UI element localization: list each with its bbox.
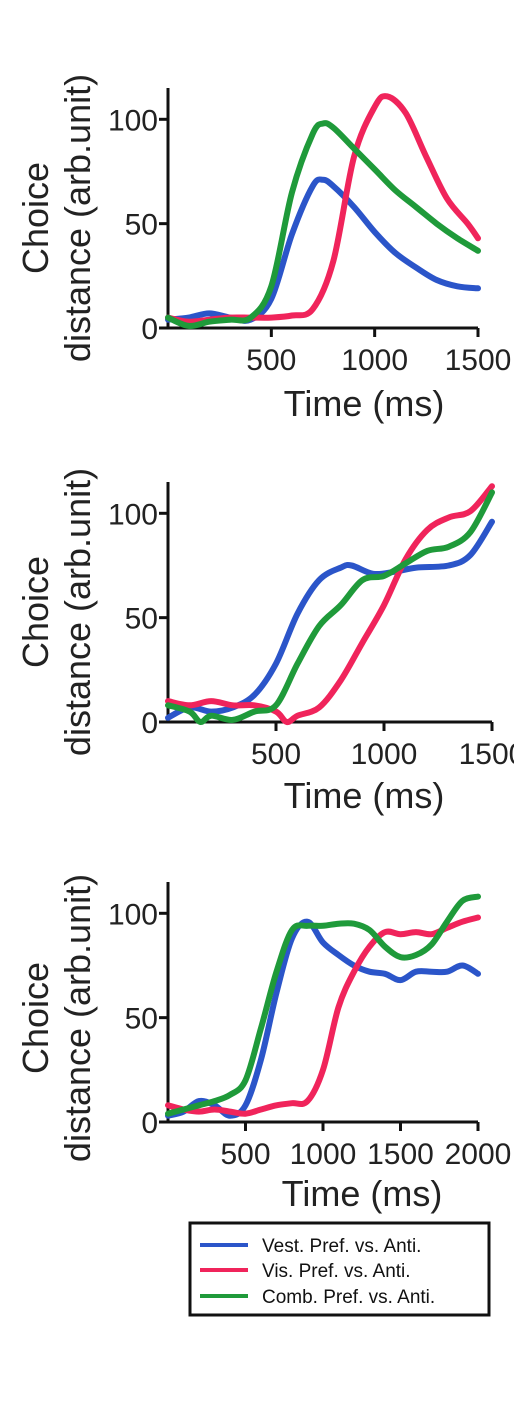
- plot-lines: [165, 93, 481, 329]
- y-axis-title-line-1: Choice: [15, 962, 56, 1074]
- y-axis-title-line-2: distance (arb.unit): [57, 74, 98, 362]
- y-tick-label: 100: [108, 104, 158, 137]
- plot-lines: [165, 483, 495, 726]
- x-tick-label: 1000: [341, 344, 408, 377]
- y-axis-title-line-1: Choice: [15, 162, 56, 274]
- legend: Vest. Pref. vs. Anti. Vis. Pref. vs. Ant…: [188, 1221, 491, 1317]
- chart-panel-1: Choice distance (arb.unit) 0 50 100 500 1000…: [15, 74, 511, 424]
- x-axis-title: Time (ms): [284, 383, 445, 424]
- x-axis-title: Time (ms): [284, 775, 445, 816]
- axes: [166, 88, 478, 330]
- x-tick-label: 500: [251, 738, 301, 771]
- y-axis-title-line-1: Choice: [15, 556, 56, 668]
- legend-box: [188, 1221, 491, 1317]
- ticks: 0 50 100 500 1000 1500: [108, 104, 511, 377]
- y-tick-label: 50: [125, 209, 158, 242]
- series-line-vis: [165, 93, 481, 325]
- x-axis-title: Time (ms): [282, 1173, 443, 1214]
- plot-lines: [165, 893, 481, 1119]
- y-tick-label: 100: [108, 898, 158, 931]
- ticks: 0 50 100 500 1000 1500 2000: [108, 898, 511, 1171]
- x-tick-label: 1000: [351, 738, 418, 771]
- y-tick-label: 0: [141, 313, 158, 346]
- x-tick-label: 1500: [367, 1138, 434, 1171]
- series-line-vest: [165, 918, 481, 1119]
- legend-entry-comb: Comb. Pref. vs. Anti.: [200, 1287, 435, 1308]
- axes: [166, 482, 492, 724]
- series-line-vis: [165, 483, 495, 726]
- x-tick-label: 2000: [445, 1138, 512, 1171]
- legend-entry-vest: Vest. Pref. vs. Anti.: [200, 1236, 421, 1257]
- x-tick-label: 500: [246, 344, 296, 377]
- x-tick-label: 1000: [290, 1138, 357, 1171]
- series-line-vest: [165, 518, 495, 721]
- y-tick-label: 50: [125, 603, 158, 636]
- chart-panel-2: Choice distance (arb.unit) 0 50 100 500 1000…: [15, 468, 514, 816]
- y-tick-label: 0: [141, 707, 158, 740]
- series-line-vis: [165, 914, 481, 1117]
- chart-panel-3: Choice distance (arb.unit) 0 50 100 500 1000…: [15, 874, 511, 1214]
- series-line-vest: [165, 176, 481, 324]
- series-line-comb: [165, 489, 495, 725]
- y-axis-title-line-2: distance (arb.unit): [57, 874, 98, 1162]
- legend-label-vis: Vis. Pref. vs. Anti.: [262, 1261, 411, 1282]
- series-line-comb: [165, 893, 481, 1117]
- axes: [166, 882, 478, 1124]
- legend-label-vest: Vest. Pref. vs. Anti.: [262, 1236, 421, 1257]
- y-axis-title: Choice distance (arb.unit): [15, 468, 98, 756]
- ticks: 0 50 100 500 1000 1500: [108, 498, 514, 771]
- y-axis-title: Choice distance (arb.unit): [15, 74, 98, 362]
- y-tick-label: 0: [141, 1107, 158, 1140]
- x-tick-label: 1500: [459, 738, 514, 771]
- legend-label-comb: Comb. Pref. vs. Anti.: [262, 1287, 435, 1308]
- y-axis-title: Choice distance (arb.unit): [15, 874, 98, 1162]
- y-tick-label: 100: [108, 498, 158, 531]
- series-line-comb: [165, 120, 481, 329]
- x-tick-label: 500: [220, 1138, 270, 1171]
- legend-entry-vis: Vis. Pref. vs. Anti.: [200, 1261, 411, 1282]
- x-tick-label: 1500: [445, 344, 512, 377]
- y-tick-label: 50: [125, 1003, 158, 1036]
- y-axis-title-line-2: distance (arb.unit): [57, 468, 98, 756]
